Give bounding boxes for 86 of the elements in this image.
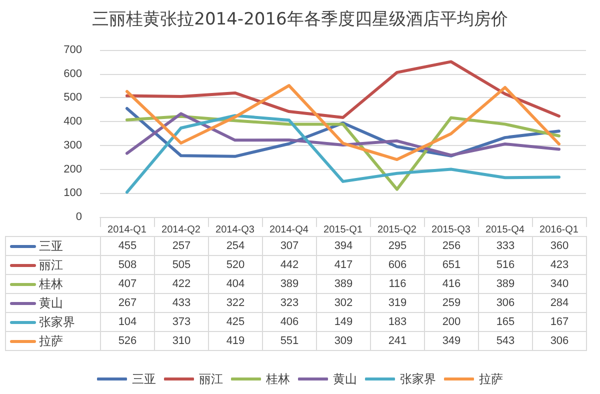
x-tick-label: 2016-Q1 <box>540 224 579 236</box>
data-label: 340 <box>532 274 586 294</box>
data-label: 416 <box>424 274 478 294</box>
text: 丽江 <box>199 372 223 386</box>
line-series <box>126 84 560 162</box>
data-label: 433 <box>154 294 208 312</box>
x-tick-label: 2015-Q4 <box>486 224 525 236</box>
data-label: 254 <box>208 236 262 256</box>
data-label: 419 <box>208 332 262 350</box>
data-label: 149 <box>316 312 370 332</box>
text: 张家界 <box>400 372 436 386</box>
text: 黄山 <box>333 372 357 386</box>
legend-label: 丽江 <box>6 256 100 274</box>
data-label: 302 <box>316 294 370 312</box>
line-series <box>126 60 560 120</box>
data-label: 267 <box>100 294 154 312</box>
y-tick-label: 600 <box>64 68 82 80</box>
x-tick-label: 2014-Q3 <box>216 224 255 236</box>
data-label: 259 <box>424 294 478 312</box>
data-label: 256 <box>424 236 478 256</box>
data-label: 183 <box>370 312 424 332</box>
legend-label: 张家界 <box>6 312 100 332</box>
data-label: 307 <box>262 236 316 256</box>
y-tick-label: 700 <box>64 44 82 56</box>
x-tick-label: 2014-Q2 <box>162 224 201 236</box>
data-label: 389 <box>316 274 370 294</box>
data-label: 200 <box>424 312 478 332</box>
data-label: 295 <box>370 236 424 256</box>
data-label: 406 <box>262 312 316 332</box>
text: 三亚 <box>132 372 156 386</box>
data-label: 373 <box>154 312 208 332</box>
data-label: 422 <box>154 274 208 294</box>
data-label: 319 <box>370 294 424 312</box>
x-tick-label: 2014-Q1 <box>108 224 147 236</box>
data-label: 257 <box>154 236 208 256</box>
legend-label: 三亚 <box>6 236 100 256</box>
x-tick-label: 2015-Q3 <box>432 224 471 236</box>
legend-label: 桂林 <box>6 274 100 294</box>
data-label: 423 <box>532 256 586 274</box>
data-label: 389 <box>262 274 316 294</box>
data-label: 520 <box>208 256 262 274</box>
data-label: 508 <box>100 256 154 274</box>
data-label: 389 <box>478 274 532 294</box>
data-label: 455 <box>100 236 154 256</box>
data-label: 394 <box>316 236 370 256</box>
text: 拉萨 <box>479 372 503 386</box>
y-tick-label: 100 <box>64 187 82 200</box>
x-tick-label: 2015-Q2 <box>378 224 417 236</box>
data-label: 104 <box>100 312 154 332</box>
x-tick-label: 2014-Q4 <box>270 224 309 236</box>
data-label: 323 <box>262 294 316 312</box>
data-label: 167 <box>532 312 586 332</box>
data-label: 417 <box>316 256 370 274</box>
data-label: 606 <box>370 256 424 274</box>
data-label: 425 <box>208 312 262 332</box>
y-tick-label: 400 <box>64 116 82 128</box>
data-label: 309 <box>316 332 370 350</box>
y-tick-label: 200 <box>64 163 82 176</box>
legend-label: 拉萨 <box>6 332 100 350</box>
data-label: 306 <box>478 294 532 312</box>
x-tick-label: 2015-Q1 <box>324 224 363 236</box>
data-label: 306 <box>532 332 586 350</box>
y-tick-label: 300 <box>64 139 82 152</box>
data-label: 442 <box>262 256 316 274</box>
chart-title: 三丽桂黄张拉2014-2016年各季度四星级酒店平均房价 <box>92 10 508 30</box>
data-label: 165 <box>478 312 532 332</box>
data-label: 407 <box>100 274 154 294</box>
data-label: 404 <box>208 274 262 294</box>
data-label: 333 <box>478 236 532 256</box>
y-tick-label: 0 <box>76 211 82 223</box>
data-label: 516 <box>478 256 532 274</box>
text: 桂林 <box>266 372 290 386</box>
data-label: 651 <box>424 256 478 274</box>
data-label: 543 <box>478 332 532 350</box>
y-tick-label: 500 <box>64 92 82 104</box>
data-label: 526 <box>100 332 154 350</box>
data-label: 241 <box>370 332 424 350</box>
data-label: 310 <box>154 332 208 350</box>
data-label: 349 <box>424 332 478 350</box>
data-label: 360 <box>532 236 586 256</box>
data-label: 551 <box>262 332 316 350</box>
data-label: 284 <box>532 294 586 312</box>
legend-label: 黄山 <box>6 294 100 312</box>
data-label: 322 <box>208 294 262 312</box>
data-label: 116 <box>370 274 424 294</box>
data-label: 505 <box>154 256 208 274</box>
